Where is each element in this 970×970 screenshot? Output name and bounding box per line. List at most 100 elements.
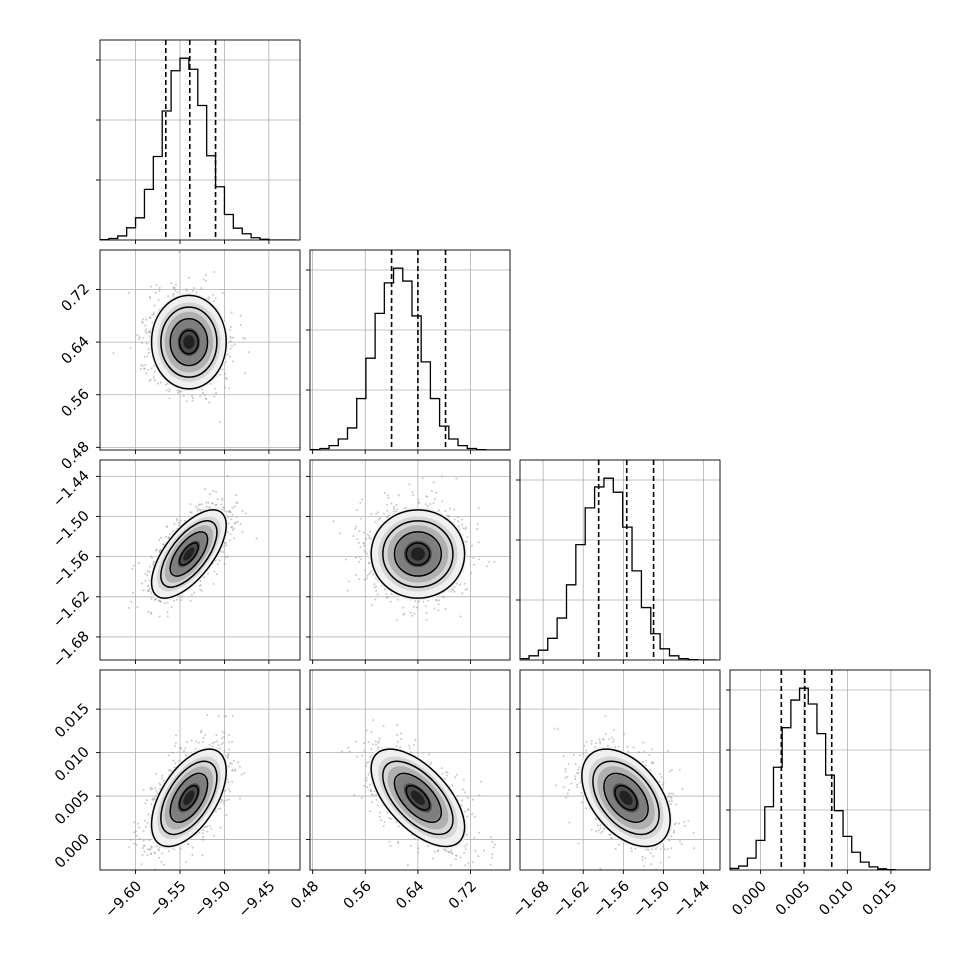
sample-point <box>174 745 176 747</box>
sample-point <box>149 565 152 568</box>
sample-point <box>599 740 601 743</box>
sample-point <box>227 788 230 791</box>
sample-point <box>647 849 650 852</box>
sample-point <box>255 537 258 540</box>
sample-point <box>596 824 599 827</box>
sample-point <box>176 391 179 394</box>
sample-point <box>159 243 161 245</box>
sample-point <box>240 773 243 776</box>
sample-point <box>172 599 175 602</box>
sample-point <box>678 768 681 771</box>
sample-point <box>171 751 174 754</box>
sample-point <box>597 829 600 832</box>
sample-point <box>231 714 234 717</box>
sample-point <box>354 573 357 576</box>
sample-point <box>670 847 673 850</box>
sample-point <box>180 595 183 598</box>
sample-point <box>236 521 239 523</box>
sample-point <box>224 555 227 558</box>
sample-point <box>684 824 686 827</box>
sample-point <box>200 589 203 592</box>
sample-point <box>437 609 440 612</box>
sample-point <box>235 515 238 518</box>
sample-point <box>179 746 182 749</box>
sample-point <box>141 847 144 849</box>
sample-point <box>158 286 161 289</box>
sample-point <box>239 523 242 525</box>
sample-point <box>160 777 163 780</box>
sample-point <box>383 512 385 515</box>
sample-point <box>227 741 230 743</box>
sample-point <box>112 352 115 355</box>
sample-point <box>465 541 468 543</box>
panel-frame-1-2 <box>309 459 511 661</box>
sample-point <box>153 379 156 382</box>
sample-point <box>413 837 416 840</box>
sample-point <box>471 544 474 547</box>
sample-point <box>213 741 216 744</box>
sample-point <box>159 784 162 786</box>
sample-point <box>476 523 479 526</box>
sample-point <box>219 373 221 376</box>
sample-point <box>612 729 615 731</box>
sample-point <box>437 603 440 606</box>
sample-point <box>389 845 392 848</box>
sample-point <box>397 494 400 497</box>
sample-point <box>230 526 233 529</box>
sample-point <box>675 803 678 806</box>
sample-point <box>176 389 179 392</box>
sample-point <box>227 516 230 518</box>
y-tick-label: 0.64 <box>59 334 93 368</box>
sample-point <box>202 828 205 831</box>
sample-point <box>612 741 615 743</box>
sample-point <box>583 744 586 747</box>
sample-point <box>358 555 361 558</box>
sample-point <box>403 612 406 615</box>
sample-point <box>576 783 578 786</box>
sample-point <box>233 343 236 346</box>
sample-point <box>669 792 672 795</box>
sample-point <box>366 574 369 577</box>
sample-point <box>670 797 673 800</box>
sample-point <box>474 815 477 818</box>
sample-point <box>231 506 234 509</box>
sample-point <box>399 732 402 735</box>
sample-point <box>226 756 229 759</box>
sample-point <box>236 501 239 504</box>
y-tick-label: −1.56 <box>50 548 93 591</box>
sample-point <box>224 360 227 363</box>
sample-point <box>157 382 159 385</box>
sample-point <box>201 392 204 395</box>
sample-point <box>424 605 427 608</box>
contour-line-0 <box>614 784 638 811</box>
sample-point <box>196 507 199 510</box>
sample-point <box>562 786 565 789</box>
sample-point <box>455 477 458 480</box>
sample-point <box>147 813 150 816</box>
sample-point <box>347 746 350 749</box>
sample-point <box>152 313 155 316</box>
sample-point <box>562 755 565 758</box>
sample-point <box>417 847 420 850</box>
sample-point <box>164 383 167 386</box>
sample-point <box>165 526 168 529</box>
x-tick-label: 0.64 <box>393 878 427 912</box>
sample-point <box>213 570 216 573</box>
sample-point <box>174 289 177 292</box>
sample-point <box>369 783 372 786</box>
sample-point <box>432 481 435 484</box>
sample-point <box>204 734 207 737</box>
sample-point <box>580 791 583 794</box>
panel-frame-0-2 <box>99 459 301 661</box>
sample-point <box>196 509 199 512</box>
sample-point <box>172 294 175 297</box>
sample-point <box>150 611 152 614</box>
sample-point <box>227 531 229 534</box>
histogram-3 <box>730 670 930 870</box>
sample-point <box>568 821 571 824</box>
sample-point <box>136 822 139 825</box>
sample-point <box>441 595 444 598</box>
sample-point <box>673 829 675 832</box>
sample-point <box>377 740 380 743</box>
